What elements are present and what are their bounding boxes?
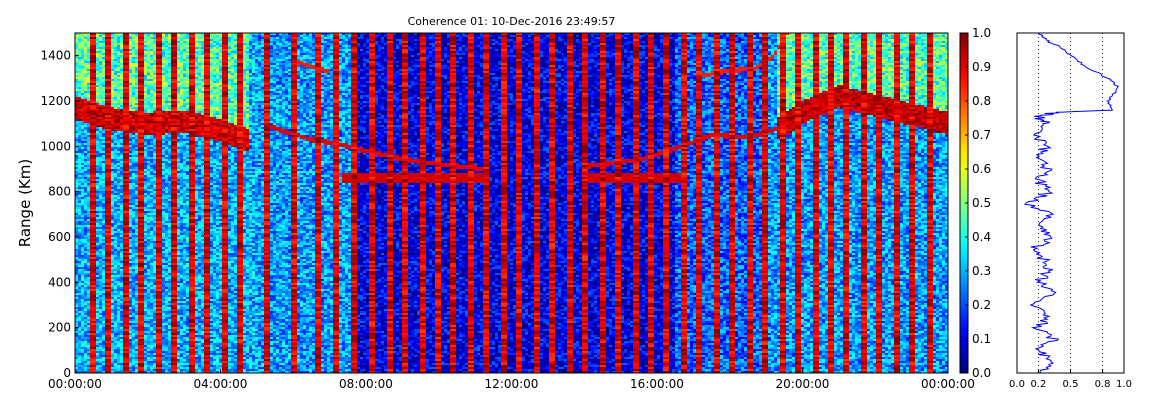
heatmap-axes: 0 200 400 600 800 1000 1200 1400 00:00:00 04:00:0… bbox=[40, 32, 975, 391]
x-tick-label: 00:00:00 bbox=[921, 377, 975, 391]
colorbar-tick-label: 1.0 bbox=[972, 26, 991, 40]
heatmap-plot bbox=[75, 33, 948, 373]
y-tick-label: 1200 bbox=[40, 94, 71, 108]
profile-x-tick-label: 0.0 bbox=[1009, 379, 1025, 390]
y-tick-label: 800 bbox=[48, 185, 71, 199]
colorbar-tick-label: 0.6 bbox=[972, 162, 991, 176]
chart-title: Coherence 01: 10-Dec-2016 23:49:57 bbox=[408, 15, 616, 28]
x-tick-label: 08:00:00 bbox=[339, 377, 393, 391]
y-tick-label: 600 bbox=[48, 230, 71, 244]
colorbar-tick-label: 0.9 bbox=[972, 60, 991, 74]
colorbar-tick-label: 0.8 bbox=[972, 94, 991, 108]
x-tick-label: 04:00:00 bbox=[194, 377, 248, 391]
profile-series-line bbox=[1023, 32, 1120, 374]
x-tick-label: 20:00:00 bbox=[776, 377, 830, 391]
colorbar-tick-label: 0.1 bbox=[972, 332, 991, 346]
colorbar-tick-label: 0.4 bbox=[972, 230, 991, 244]
colorbar-tick-label: 0.3 bbox=[972, 264, 991, 278]
profile-x-tick-label: 1.0 bbox=[1116, 379, 1132, 390]
colorbar-tick-label: 0.7 bbox=[972, 128, 991, 142]
colorbar-tick-label: 0.2 bbox=[972, 298, 991, 312]
profile-x-tick-label: 0.5 bbox=[1063, 379, 1079, 390]
x-tick-label: 12:00:00 bbox=[485, 377, 539, 391]
colorbar-tick-label: 0.5 bbox=[972, 196, 991, 210]
profile-x-tick-label: 0.2 bbox=[1030, 379, 1046, 390]
y-tick-label: 0 bbox=[63, 366, 71, 380]
y-tick-label: 1000 bbox=[40, 139, 71, 153]
x-tick-label: 00:00:00 bbox=[48, 377, 102, 391]
heatmap-image bbox=[75, 33, 948, 373]
profile-frame bbox=[1016, 32, 1125, 374]
colorbar-tick-label: 0.0 bbox=[972, 366, 991, 380]
colorbar: 0.0 0.1 0.2 0.3 0.4 0.5 0.6 0.7 0.8 0.9 1.0 bbox=[959, 26, 991, 380]
y-axis-label: Range (Km) bbox=[16, 159, 34, 247]
profile-x-tick-label: 0.8 bbox=[1095, 379, 1111, 390]
profile-plot: 0.0 0.2 0.5 0.8 1.0 bbox=[1009, 32, 1132, 390]
y-tick-label: 200 bbox=[48, 321, 71, 335]
x-tick-label: 16:00:00 bbox=[630, 377, 684, 391]
y-tick-label: 1400 bbox=[40, 49, 71, 63]
y-tick-label: 400 bbox=[48, 275, 71, 289]
